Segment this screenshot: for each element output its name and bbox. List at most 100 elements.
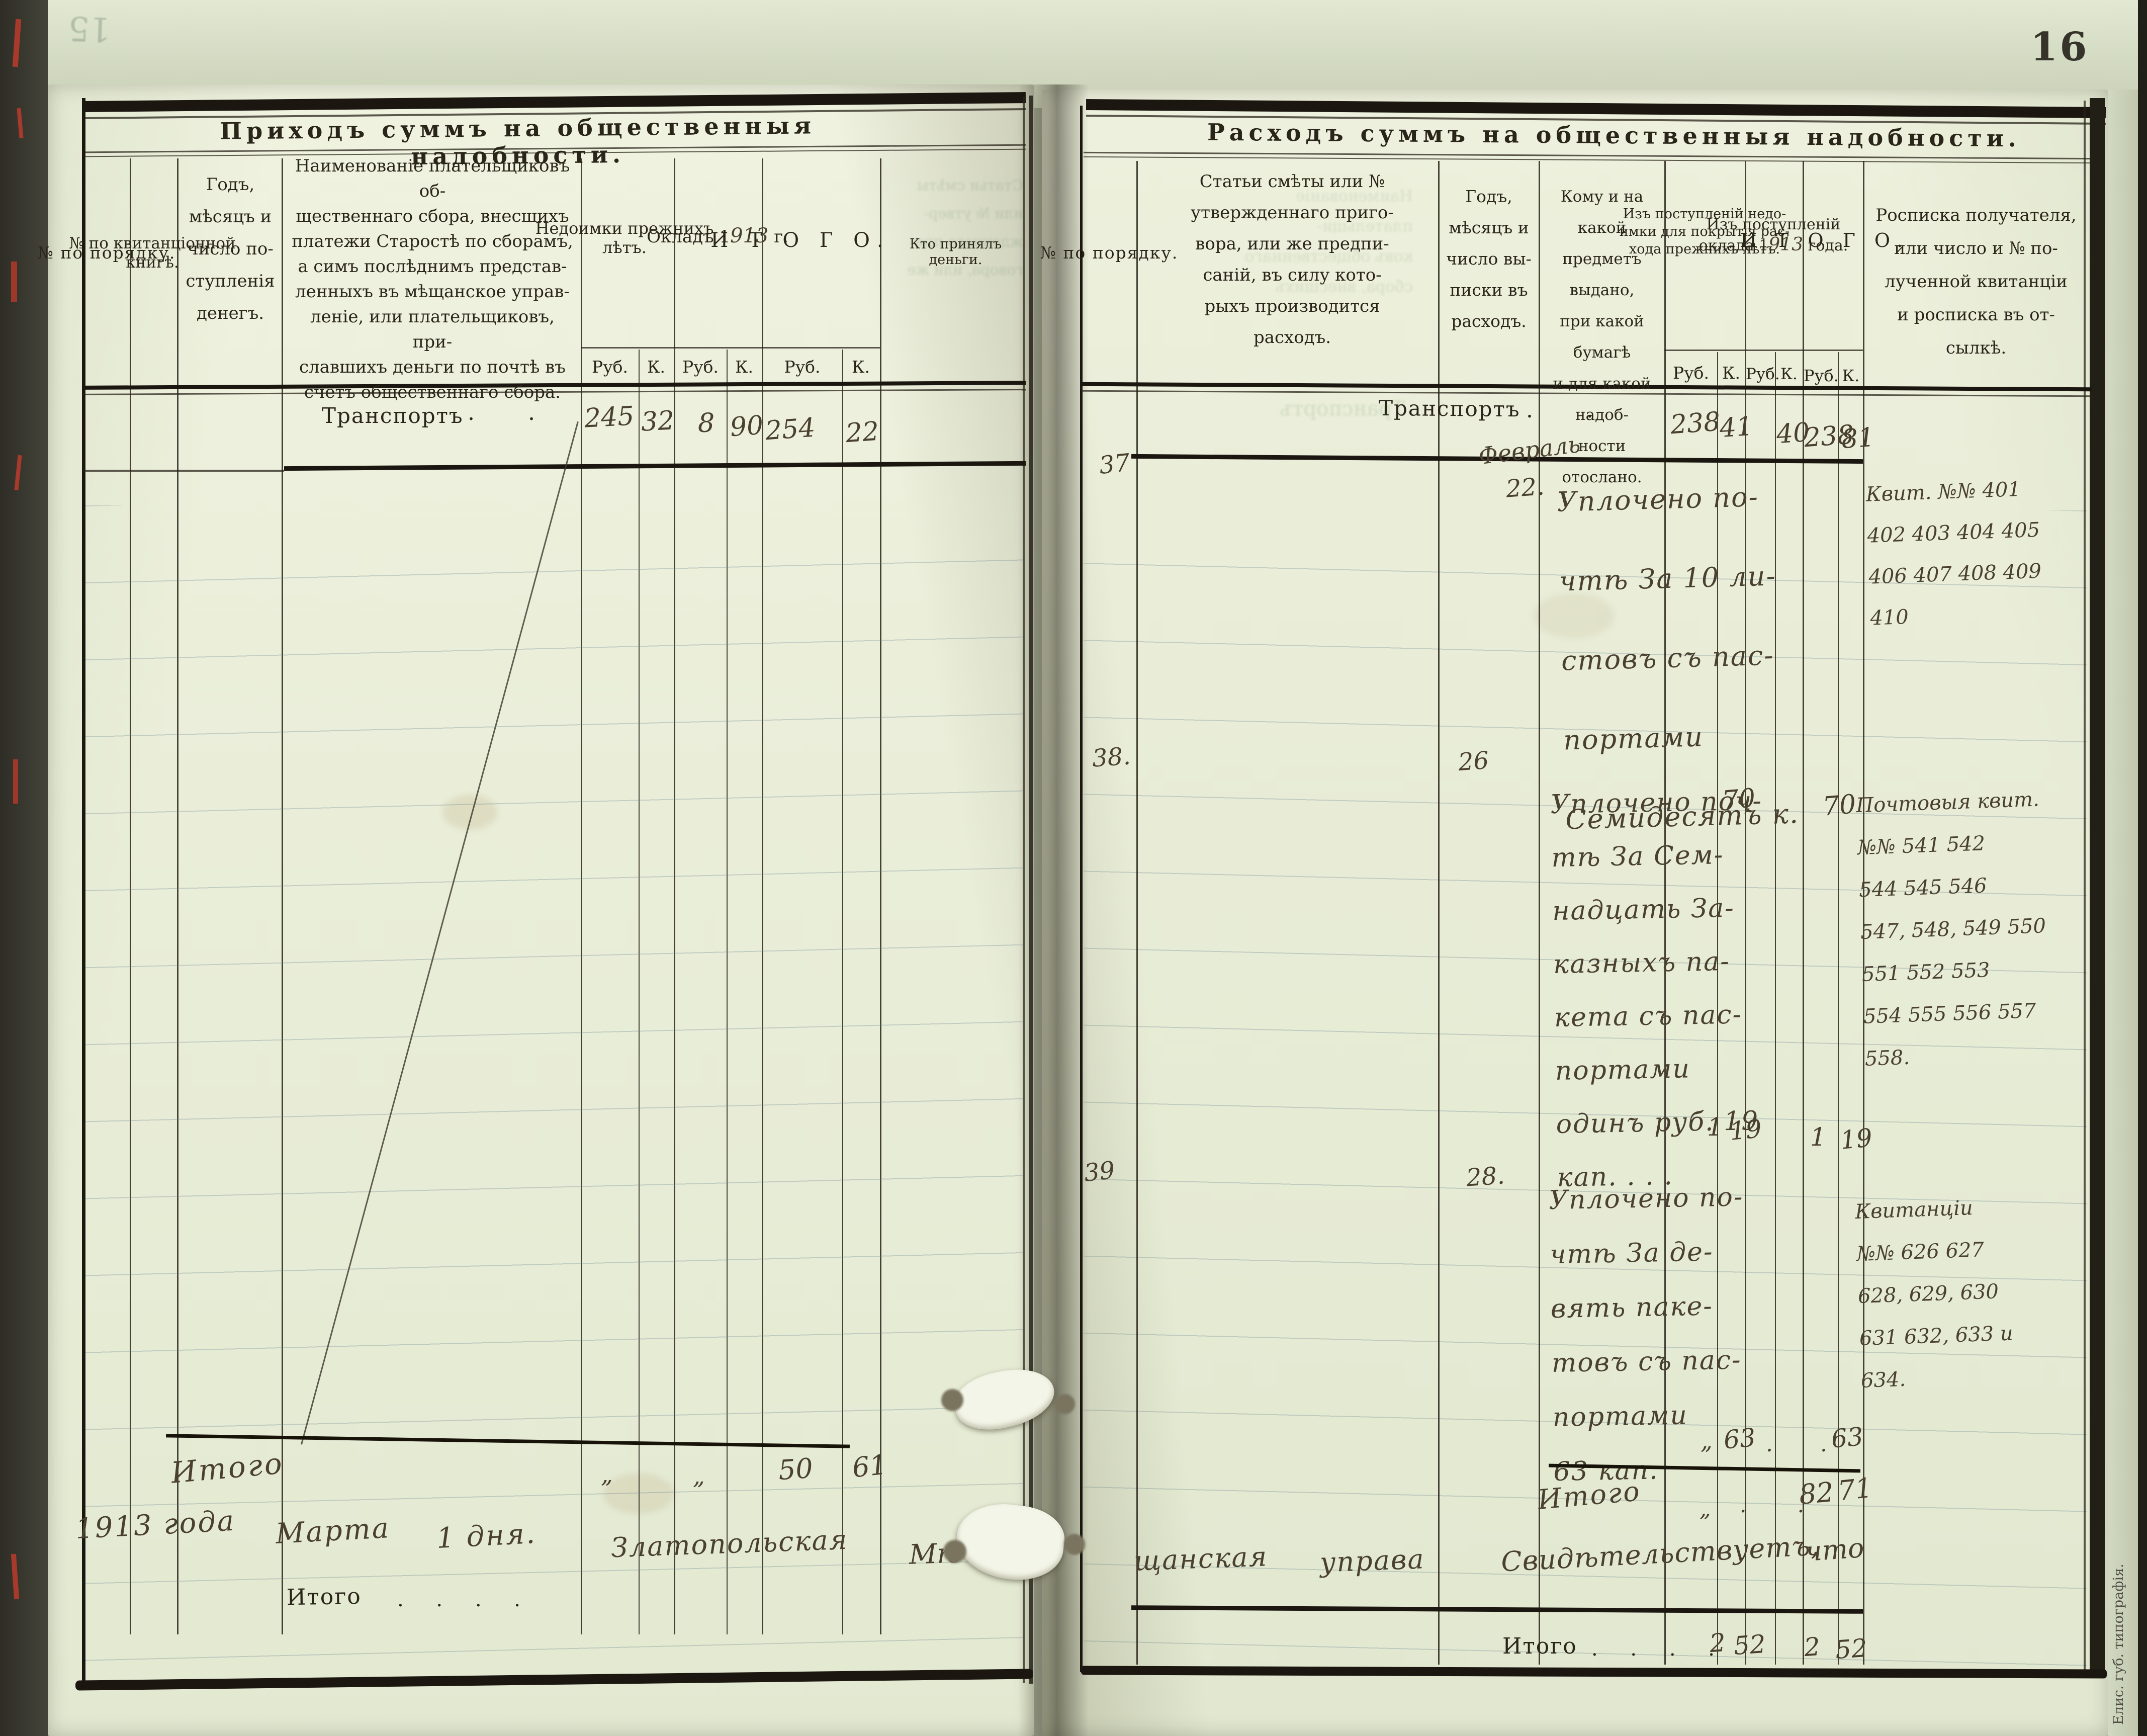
right-frame-right-outer <box>2090 98 2105 1677</box>
left-ruled-lines <box>85 505 1023 1672</box>
left-col-header-date: Годъ, мѣсяцъ и число по- ступленія денег… <box>186 175 275 323</box>
left-subcol-line <box>842 350 843 1634</box>
right-ruled-lines <box>1084 510 2087 1667</box>
left-transport-arrears-rub: 245 <box>583 401 635 434</box>
right-col-header-estimate: Статьи смѣты или № утвержденнаго приго- … <box>1191 171 1394 348</box>
backdrop-right <box>2138 0 2147 1736</box>
left-frame-right-outer <box>1029 96 1033 1684</box>
paper-stain <box>442 795 498 830</box>
right-itogo-total-rub: 82 <box>1798 1476 1835 1511</box>
left-frame-right-inner <box>1023 97 1025 1683</box>
footer-script-month: Марта <box>275 1512 391 1550</box>
entry-total-rub: 1 <box>1810 1122 1826 1152</box>
entry-date-day: 26 <box>1457 746 1490 777</box>
right-col-line <box>1664 161 1666 1665</box>
right-bottom-itogo-dots: . . . . <box>1591 1637 1728 1661</box>
left-col-header-total: И Т О Г О. <box>710 229 890 252</box>
left-frame-left <box>82 98 85 1682</box>
right-col-line <box>1863 161 1864 1665</box>
right-col-header-total: И Т О Г О. <box>1740 229 1910 251</box>
red-edge-mark <box>13 759 18 804</box>
left-col-header-receipt-book: № по квитанціонной книгѣ. <box>69 234 236 272</box>
right-transport-total-kop: 81 <box>1840 422 1876 455</box>
right-bottom-total-rub: 2 <box>1803 1631 1821 1663</box>
kop-label: К. <box>735 357 754 377</box>
left-bottom-itogo-dots: . . . . <box>397 1588 534 1611</box>
footer-script-shchanskaya: щанская <box>1133 1540 1269 1577</box>
binding-hole <box>941 1389 963 1411</box>
salary-year-handwritten: 913 <box>730 224 769 247</box>
left-transport-total-rub: 254 <box>764 412 817 447</box>
rub-label: Руб. <box>784 357 821 377</box>
left-col-line <box>880 158 881 1634</box>
binding-hole <box>943 1540 966 1563</box>
left-itogo-quote1: „ <box>601 1461 613 1488</box>
left-col-header-salary: Окладъ 1913 г. <box>599 224 836 248</box>
right-col-line <box>1438 161 1440 1665</box>
footer-script-day: 1 дня. <box>435 1517 538 1555</box>
entry-total-kop: 63 <box>1830 1422 1865 1454</box>
right-transport-arrears-rub: 238 <box>1669 406 1722 441</box>
right-col-header-date: Годъ, мѣсяцъ и число вы- писки въ расход… <box>1446 187 1532 331</box>
from-salary-print2: года. <box>1808 237 1848 254</box>
right-bottom-arrears-kop: 52 <box>1733 1629 1767 1661</box>
right-itogo-quote: „ <box>1699 1496 1711 1522</box>
right-col-header-receipt: Росписка получателя, или число и № по- л… <box>1875 205 2077 358</box>
left-transport-dots: . . <box>468 400 558 425</box>
right-itogo-dots: . . <box>1740 1493 1827 1517</box>
right-transport-arrears-kop: 41 <box>1718 411 1754 444</box>
from-salary-print: оклада 1 <box>1698 237 1769 254</box>
right-col-header-from-arrears: Изъ поступленій недо- имки для покрытія … <box>1619 206 1790 257</box>
entry-date-day: 22. <box>1505 472 1546 503</box>
kop-label: К. <box>1780 365 1798 383</box>
left-col-header-arrears: Недоимки прежнихъ лѣтъ. <box>535 219 714 257</box>
binding-hole <box>1064 1534 1085 1555</box>
entry-date-day: 28. <box>1465 1161 1506 1192</box>
entry-arrears-rub: 1 <box>1707 1112 1723 1142</box>
right-bottom-itogo-label: Итого <box>1502 1633 1577 1659</box>
left-col-header-order: № по порядку. <box>37 243 176 263</box>
from-salary-year-handwritten: 913 <box>1768 234 1804 255</box>
from-salary-line1: Изъ поступленій <box>1706 216 1841 233</box>
entry-total-kop: 19 <box>1839 1123 1874 1155</box>
right-col-header-from-salary: Изъ поступленій оклада 1913 года. <box>1660 215 1887 256</box>
left-col-header-payers: Наименованіе плательщиковъ об- щественна… <box>292 156 573 402</box>
book-edge-left <box>0 0 48 1736</box>
left-col-line <box>581 158 582 1634</box>
left-bottom-itogo-label: Итого <box>286 1583 362 1611</box>
footer-script-uprava: управа <box>1319 1543 1425 1579</box>
rub-label: Руб. <box>1673 363 1709 383</box>
left-col-line <box>674 158 675 1634</box>
page-number: 16 <box>2030 24 2089 70</box>
left-transport-arrears-kop: 32 <box>640 405 675 438</box>
left-transport-total-kop: 22 <box>844 416 880 449</box>
entry-number: 37 <box>1098 448 1131 480</box>
right-money-subline <box>1664 350 1863 351</box>
entry-number: 38. <box>1091 742 1132 773</box>
left-page <box>48 84 1034 1736</box>
right-frame-right-inner <box>2084 101 2086 1675</box>
kop-label: К. <box>1722 363 1741 383</box>
paper-stain <box>1534 593 1614 639</box>
entry-arrears-kop: 19 <box>1728 1114 1763 1146</box>
left-col-line <box>282 158 283 1634</box>
showthrough-text: Транспортъ <box>1280 397 1405 420</box>
right-col-line <box>1539 161 1540 1665</box>
left-itogo-quote2: „ <box>693 1462 705 1490</box>
left-transport-salary-kop: 90 <box>729 410 765 443</box>
right-transport-dots: . . <box>1526 397 1617 423</box>
entry-receipt: Квитанціи №№ 626 627 628, 629, 630 631 6… <box>1854 1196 2014 1393</box>
right-col-header-to-whom: Кому и на какой предметъ выдано, при как… <box>1553 188 1651 486</box>
showthrough-text: Статьи смѣты или № утвер- жденнаго при- … <box>907 177 1023 278</box>
left-transport-rule-ext <box>83 470 284 472</box>
left-transport-salary-rub: 8 <box>698 408 715 439</box>
binding-hole <box>1055 1394 1075 1414</box>
left-itogo-total-kop: 61 <box>850 1448 888 1484</box>
footer-script-chto: что <box>1804 1531 1865 1568</box>
left-money-subline <box>581 347 880 349</box>
entry-leader-dots: . . <box>1766 1431 1847 1457</box>
entry-arrears-quote: „ <box>1701 1427 1713 1454</box>
showthrough-text: Наименованіе плательщи- ковъ общественна… <box>1244 187 1413 296</box>
entry-text: Уплочено поч- тѣ За Сем- надцать За- каз… <box>1550 786 1763 1193</box>
